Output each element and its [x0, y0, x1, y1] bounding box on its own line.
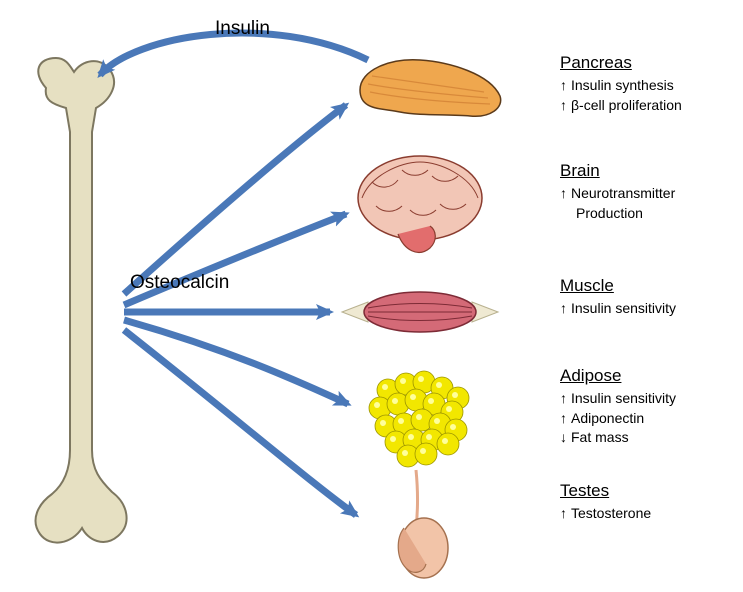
- testes-label-block: Testes Testosterone: [560, 480, 651, 525]
- pancreas-illustration: [360, 60, 501, 116]
- muscle-effect-0: Insulin sensitivity: [560, 300, 676, 318]
- up-arrow-icon: [560, 390, 567, 408]
- muscle-effect-text-0: Insulin sensitivity: [571, 300, 676, 318]
- up-arrow-icon: [560, 410, 567, 428]
- pancreas-label-block: Pancreas Insulin synthesis β-cell prolifer…: [560, 52, 682, 116]
- pancreas-title: Pancreas: [560, 52, 682, 73]
- brain-label-block: Brain Neurotransmitter Production: [560, 160, 675, 224]
- testes-effect-0: Testosterone: [560, 505, 651, 523]
- adipose-effect-text-2: Fat mass: [571, 429, 629, 447]
- up-arrow-icon: [560, 505, 567, 523]
- brain-title: Brain: [560, 160, 675, 181]
- muscle-title: Muscle: [560, 275, 676, 296]
- adipose-effect-1: Adiponectin: [560, 410, 676, 428]
- insulin-label: Insulin: [215, 18, 270, 40]
- adipose-title: Adipose: [560, 365, 676, 386]
- up-arrow-icon: [560, 97, 567, 115]
- bone-illustration: [36, 58, 127, 543]
- adipose-illustration: [369, 371, 469, 467]
- pancreas-effect-0: Insulin synthesis: [560, 77, 682, 95]
- muscle-illustration: [342, 292, 498, 332]
- pancreas-effect-text-1: β-cell proliferation: [571, 97, 682, 115]
- osteocalcin-diagram: { "diagram": { "type": "flowchart", "bac…: [0, 0, 743, 592]
- testes-effect-text-0: Testosterone: [571, 505, 651, 523]
- brain-effect-text-0: Neurotransmitter: [571, 185, 675, 203]
- adipose-label-block: Adipose Insulin sensitivity AdiponectinFat…: [560, 365, 676, 449]
- brain-effect-text-1: Production: [576, 205, 643, 223]
- pancreas-effect-1: β-cell proliferation: [560, 97, 682, 115]
- osteocalcin-label: Osteocalcin: [130, 272, 229, 294]
- adipose-effect-text-0: Insulin sensitivity: [571, 390, 676, 408]
- adipose-effect-0: Insulin sensitivity: [560, 390, 676, 408]
- osteocalcin-arrows: [124, 105, 356, 515]
- testes-illustration: [398, 470, 448, 578]
- brain-effect-1: Production: [560, 205, 675, 223]
- brain-effect-0: Neurotransmitter: [560, 185, 675, 203]
- down-arrow-icon: [560, 429, 567, 447]
- up-arrow-icon: [560, 300, 567, 318]
- brain-illustration: [358, 156, 482, 252]
- testes-title: Testes: [560, 480, 651, 501]
- up-arrow-icon: [560, 77, 567, 95]
- adipose-effect-text-1: Adiponectin: [571, 410, 644, 428]
- adipose-effect-2: Fat mass: [560, 429, 676, 447]
- pancreas-effect-text-0: Insulin synthesis: [571, 77, 674, 95]
- arrow-to-adipose: [124, 320, 348, 404]
- muscle-label-block: Muscle Insulin sensitivity: [560, 275, 676, 320]
- up-arrow-icon: [560, 185, 567, 203]
- arrow-to-pancreas: [124, 105, 346, 294]
